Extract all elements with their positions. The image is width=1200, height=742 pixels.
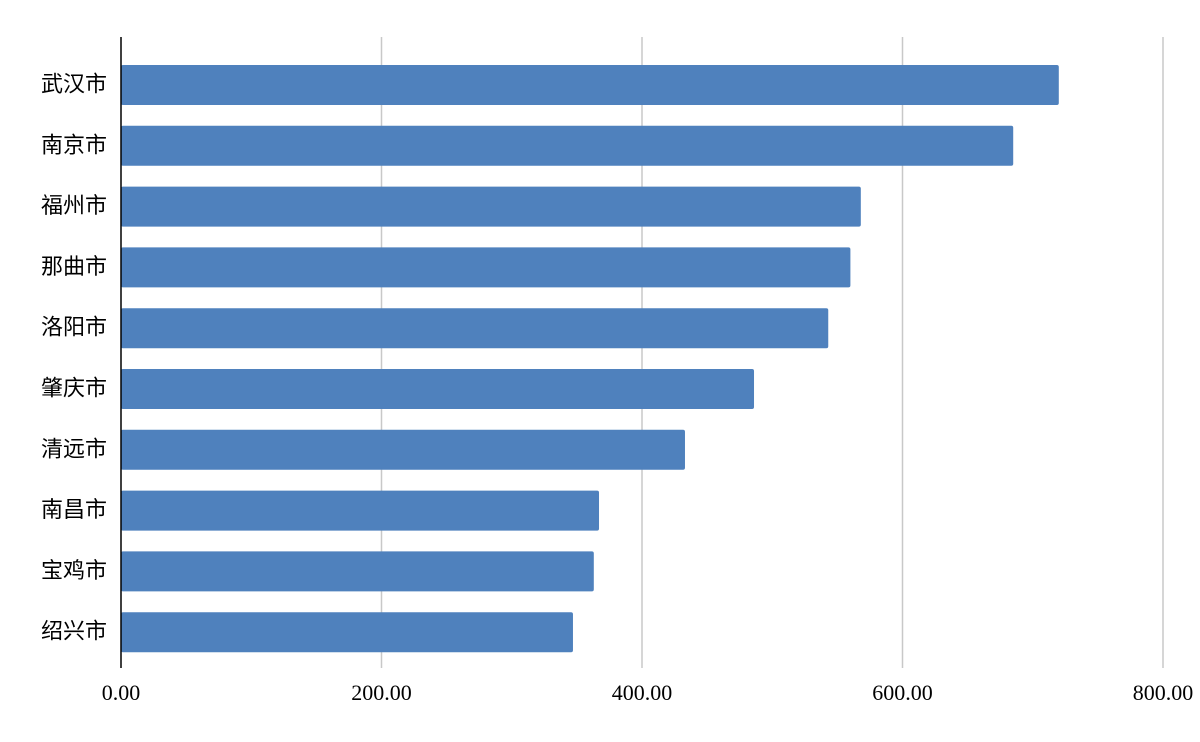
bar	[121, 612, 573, 653]
category-label: 武汉市	[41, 73, 107, 98]
bar	[121, 65, 1059, 105]
x-tick-label: 800.00	[1133, 680, 1194, 705]
x-tick-label: 200.00	[351, 680, 412, 705]
bar	[121, 247, 851, 288]
category-label: 南京市	[41, 133, 107, 158]
category-label: 南昌市	[41, 498, 107, 523]
bar	[121, 490, 600, 531]
bar	[121, 429, 685, 470]
category-label: 洛阳市	[41, 316, 107, 341]
bar	[121, 369, 755, 409]
bar	[121, 125, 1014, 166]
category-label: 福州市	[41, 194, 107, 219]
bars	[121, 65, 1059, 653]
bar	[121, 551, 594, 592]
category-label: 宝鸡市	[41, 559, 107, 584]
category-label: 那曲市	[41, 255, 107, 280]
x-tick-label: 600.00	[872, 680, 933, 705]
x-tick-label: 0.00	[102, 680, 141, 705]
category-label: 绍兴市	[41, 620, 107, 645]
x-tick-labels: 0.00 200.00 400.00 600.00 800.00	[102, 680, 1194, 705]
bar	[121, 186, 861, 227]
category-label: 肇庆市	[41, 377, 107, 402]
x-tick-label: 400.00	[612, 680, 673, 705]
category-label: 清远市	[41, 437, 107, 462]
bar	[121, 308, 829, 349]
